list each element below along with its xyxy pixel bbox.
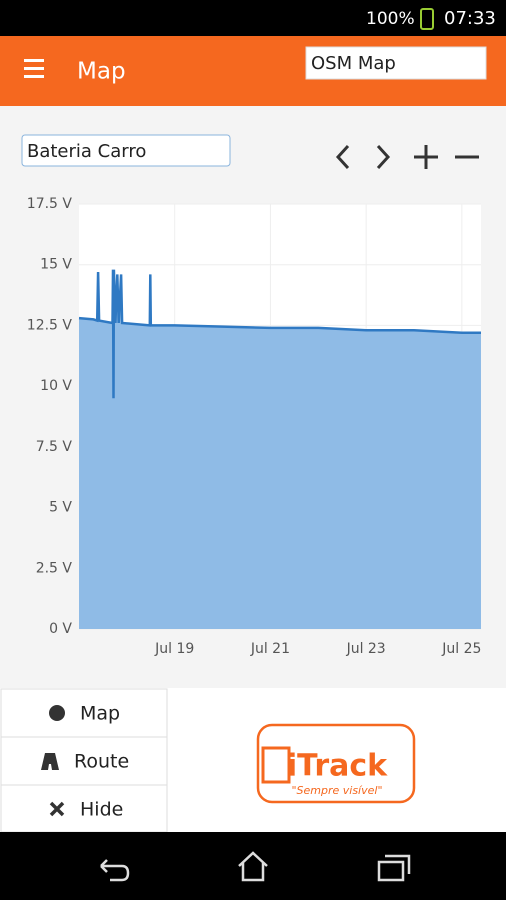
- battery-level: 100%: [366, 9, 415, 29]
- nav-bar: [0, 832, 506, 900]
- zoom-in-button[interactable]: [414, 145, 438, 169]
- back-button[interactable]: [100, 859, 130, 882]
- logo-name: iTrack: [287, 749, 388, 784]
- clock: 07:33: [444, 8, 496, 29]
- status-bar: [0, 0, 506, 36]
- close-icon: [49, 801, 65, 817]
- app-title: Map: [77, 59, 126, 85]
- route-label: Route: [74, 751, 129, 773]
- line: [78, 269, 481, 399]
- globe-icon: [49, 705, 65, 721]
- battery-icon: [420, 8, 434, 30]
- device-select-text: Bateria Carro: [27, 141, 146, 162]
- x-tick-label: Jul 19: [154, 641, 194, 657]
- prev-button[interactable]: [335, 144, 350, 170]
- next-button[interactable]: [376, 144, 391, 170]
- home-button[interactable]: [238, 851, 268, 882]
- device-select[interactable]: [21, 134, 231, 167]
- route-button[interactable]: [0, 736, 168, 786]
- menu-button[interactable]: [24, 59, 44, 78]
- y-tick-label: 17.5 V: [27, 196, 73, 212]
- y-tick-label: 2.5 V: [36, 560, 73, 576]
- y-tick-label: 0 V: [49, 621, 72, 637]
- map-button[interactable]: [0, 688, 168, 738]
- recents-button[interactable]: [377, 854, 411, 882]
- map-select[interactable]: [305, 46, 487, 80]
- x-tick-label: Jul 25: [441, 641, 481, 657]
- map-label: Map: [80, 703, 120, 725]
- logo-mark: [261, 746, 291, 784]
- y-tick-label: 7.5 V: [36, 439, 73, 455]
- chart: 0 V 2.5 V 5 V 7.5 V 10 V 12.5 V 15 V 17.5 V Jul …: [27, 196, 482, 657]
- y-tick-label: 10 V: [40, 378, 72, 394]
- x-tick-label: Jul 21: [250, 641, 290, 657]
- hide-label: Hide: [80, 799, 123, 821]
- y-tick-label: 15 V: [40, 257, 72, 273]
- logo-frame: [256, 723, 416, 804]
- y-tick-label: 5 V: [49, 500, 72, 516]
- logo-slogan: "Sempre visível": [291, 784, 382, 797]
- x-tick-label: Jul 23: [346, 641, 386, 657]
- y-tick-label: 12.5 V: [27, 317, 73, 333]
- area: [79, 269, 481, 629]
- road-icon: [41, 753, 59, 770]
- map-select-text: OSM Map: [311, 53, 396, 74]
- hide-button[interactable]: [0, 784, 168, 833]
